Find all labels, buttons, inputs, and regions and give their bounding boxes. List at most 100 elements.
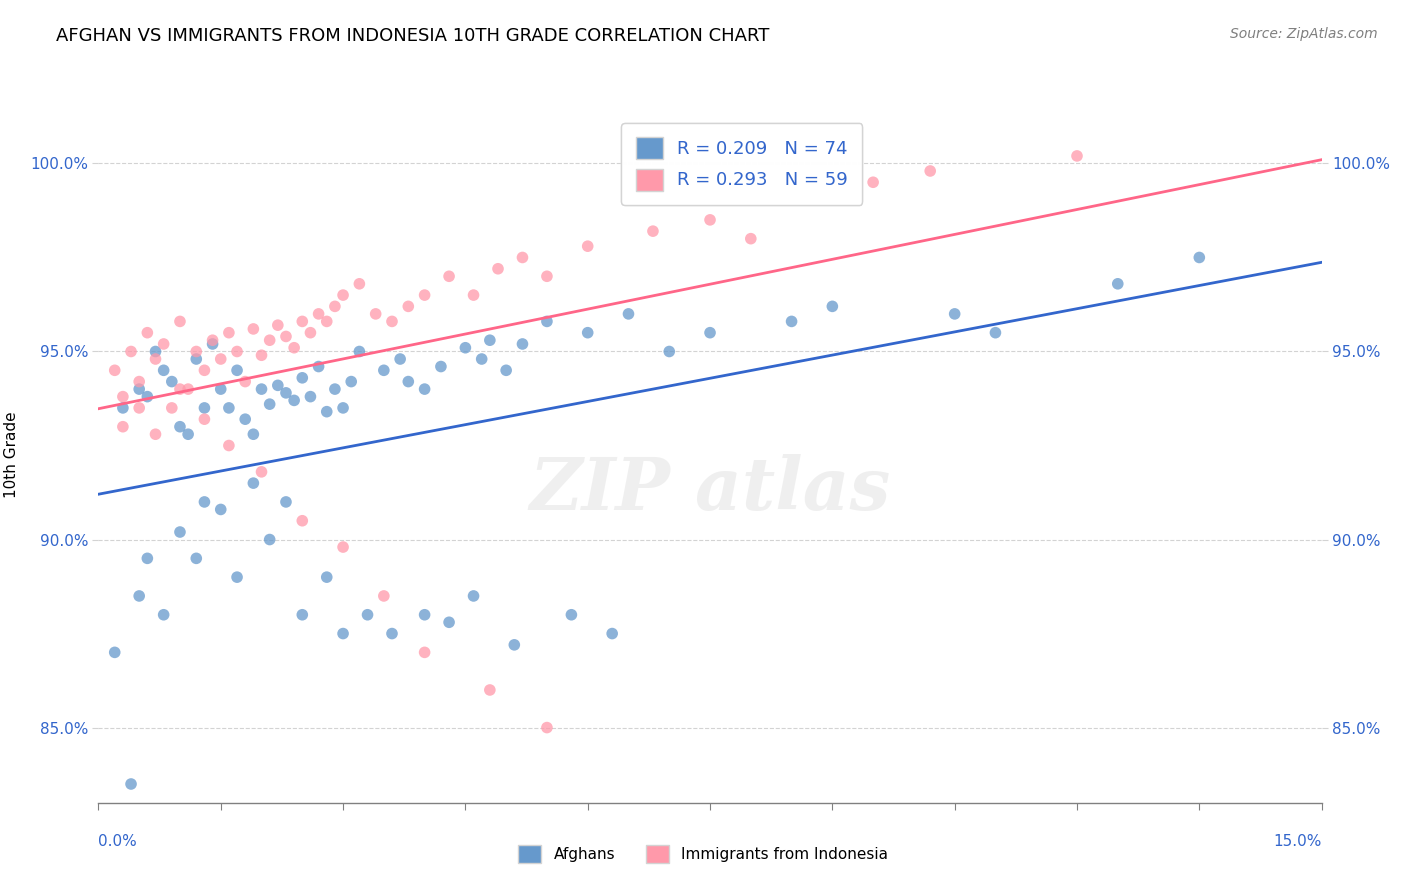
Point xyxy=(699,326,721,340)
Point xyxy=(332,401,354,415)
Point xyxy=(128,401,150,415)
Point xyxy=(486,261,509,276)
Point xyxy=(536,269,558,284)
Point xyxy=(308,359,330,374)
Point xyxy=(699,212,721,227)
Point xyxy=(274,385,297,400)
Point xyxy=(218,438,240,452)
Point xyxy=(478,683,501,698)
Point xyxy=(283,341,305,355)
Point xyxy=(536,314,558,328)
Point xyxy=(259,333,281,347)
Point xyxy=(186,344,208,359)
Point xyxy=(332,540,354,554)
Point xyxy=(364,307,387,321)
Point xyxy=(193,495,215,509)
Point xyxy=(169,419,191,434)
Point xyxy=(152,363,174,377)
Point xyxy=(299,390,322,404)
Point xyxy=(218,326,240,340)
Point xyxy=(396,299,419,313)
Point xyxy=(373,363,395,377)
Point xyxy=(576,326,599,340)
Point xyxy=(242,322,264,336)
Point xyxy=(291,607,314,622)
Point xyxy=(315,405,337,419)
Point xyxy=(201,333,224,347)
Point xyxy=(177,427,200,442)
Point xyxy=(315,570,337,584)
Point xyxy=(299,326,322,340)
Point xyxy=(128,382,150,396)
Point xyxy=(128,589,150,603)
Point xyxy=(136,551,159,566)
Point xyxy=(308,307,330,321)
Point xyxy=(413,645,436,659)
Point xyxy=(600,626,623,640)
Point xyxy=(145,351,167,366)
Point xyxy=(104,363,127,377)
Point xyxy=(152,607,174,622)
Point xyxy=(413,382,436,396)
Point xyxy=(1066,149,1088,163)
Point xyxy=(169,382,191,396)
Point xyxy=(186,351,208,366)
Point xyxy=(389,351,412,366)
Point xyxy=(381,626,404,640)
Point xyxy=(267,378,290,392)
Point xyxy=(152,337,174,351)
Point xyxy=(218,401,240,415)
Point xyxy=(226,363,249,377)
Point xyxy=(226,570,249,584)
Point xyxy=(145,427,167,442)
Point xyxy=(471,351,494,366)
Point xyxy=(233,412,256,426)
Point xyxy=(373,589,395,603)
Point xyxy=(250,382,273,396)
Point xyxy=(315,314,337,328)
Point xyxy=(495,363,517,377)
Point xyxy=(111,390,134,404)
Point xyxy=(454,341,477,355)
Text: 15.0%: 15.0% xyxy=(1274,834,1322,849)
Point xyxy=(536,721,558,735)
Point xyxy=(862,175,884,189)
Point xyxy=(617,307,640,321)
Point xyxy=(576,239,599,253)
Point xyxy=(396,375,419,389)
Point xyxy=(169,314,191,328)
Point xyxy=(1107,277,1129,291)
Point xyxy=(349,344,371,359)
Point xyxy=(160,375,183,389)
Point xyxy=(177,382,200,396)
Point xyxy=(120,777,142,791)
Point xyxy=(226,344,249,359)
Point xyxy=(920,164,942,178)
Point xyxy=(250,348,273,362)
Point xyxy=(413,288,436,302)
Point xyxy=(740,232,762,246)
Point xyxy=(209,502,232,516)
Point xyxy=(463,288,485,302)
Y-axis label: 10th Grade: 10th Grade xyxy=(4,411,18,499)
Point xyxy=(503,638,526,652)
Point xyxy=(430,359,453,374)
Point xyxy=(821,299,844,313)
Point xyxy=(512,337,534,351)
Point xyxy=(437,269,460,284)
Point xyxy=(283,393,305,408)
Text: Source: ZipAtlas.com: Source: ZipAtlas.com xyxy=(1230,27,1378,41)
Point xyxy=(104,645,127,659)
Point xyxy=(413,607,436,622)
Point xyxy=(560,607,582,622)
Point xyxy=(332,288,354,302)
Point xyxy=(291,371,314,385)
Point xyxy=(512,251,534,265)
Legend: R = 0.209   N = 74, R = 0.293   N = 59: R = 0.209 N = 74, R = 0.293 N = 59 xyxy=(621,123,862,205)
Point xyxy=(463,589,485,603)
Point xyxy=(267,318,290,333)
Text: AFGHAN VS IMMIGRANTS FROM INDONESIA 10TH GRADE CORRELATION CHART: AFGHAN VS IMMIGRANTS FROM INDONESIA 10TH… xyxy=(56,27,769,45)
Point xyxy=(186,551,208,566)
Point xyxy=(136,326,159,340)
Point xyxy=(120,344,142,359)
